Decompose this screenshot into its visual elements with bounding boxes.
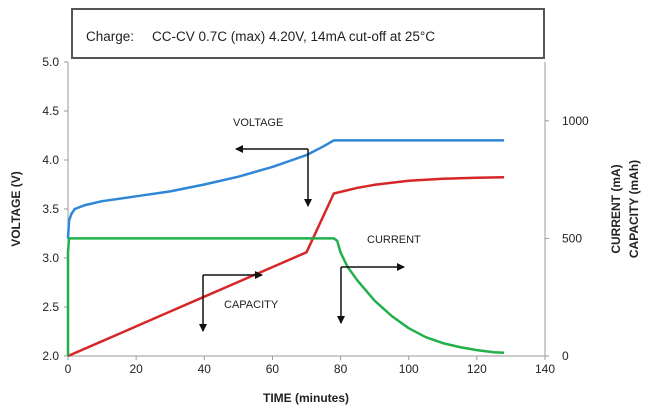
left-axis-title: VOLTAGE (V) — [9, 171, 23, 247]
x-tick-label: 20 — [129, 362, 143, 376]
x-axis-ticks: 0 20 40 60 80 100 120 140 — [65, 356, 555, 376]
current-annotation-arrows — [337, 263, 405, 324]
annotation-current-label: CURRENT — [367, 234, 421, 246]
capacity-annotation-arrows — [199, 271, 263, 332]
voltage-annotation-arrows — [235, 145, 312, 207]
left-tick-label: 2.0 — [42, 349, 59, 363]
right-tick-label: 1000 — [562, 114, 589, 128]
x-tick-label: 60 — [266, 362, 280, 376]
left-tick-label: 2.5 — [42, 300, 59, 314]
series-current-line — [66, 237, 505, 356]
left-tick-label: 5.0 — [42, 55, 59, 69]
x-tick-label: 140 — [535, 362, 555, 376]
annotation-capacity-label: CAPACITY — [224, 299, 279, 311]
x-tick-label: 120 — [467, 362, 487, 376]
left-tick-label: 3.5 — [42, 202, 59, 216]
x-tick-label: 100 — [399, 362, 419, 376]
right-axis-ticks: 0 500 1000 — [545, 114, 589, 363]
right-tick-label: 500 — [562, 231, 582, 245]
x-tick-label: 40 — [198, 362, 212, 376]
x-axis-title: TIME (minutes) — [263, 391, 349, 405]
annotation-voltage-label: VOLTAGE — [233, 117, 283, 129]
right-axis-title-capacity: CAPACITY (mAh) — [627, 160, 641, 258]
x-tick-label: 80 — [334, 362, 348, 376]
right-tick-label: 0 — [562, 349, 569, 363]
left-tick-label: 3.0 — [42, 251, 59, 265]
x-tick-label: 0 — [65, 362, 72, 376]
series-voltage-line — [66, 139, 505, 239]
charge-note-box — [71, 8, 545, 59]
left-axis-ticks: 2.0 2.5 3.0 3.5 4.0 4.5 5.0 — [42, 55, 68, 363]
left-tick-label: 4.5 — [42, 104, 59, 118]
right-axis-title-current: CURRENT (mA) — [609, 164, 623, 253]
series-capacity-line — [67, 175, 505, 358]
charge-note-label: Charge: — [86, 29, 134, 44]
left-tick-label: 4.0 — [42, 153, 59, 167]
charge-note-text: CC-CV 0.7C (max) 4.20V, 14mA cut-off at … — [152, 29, 435, 44]
